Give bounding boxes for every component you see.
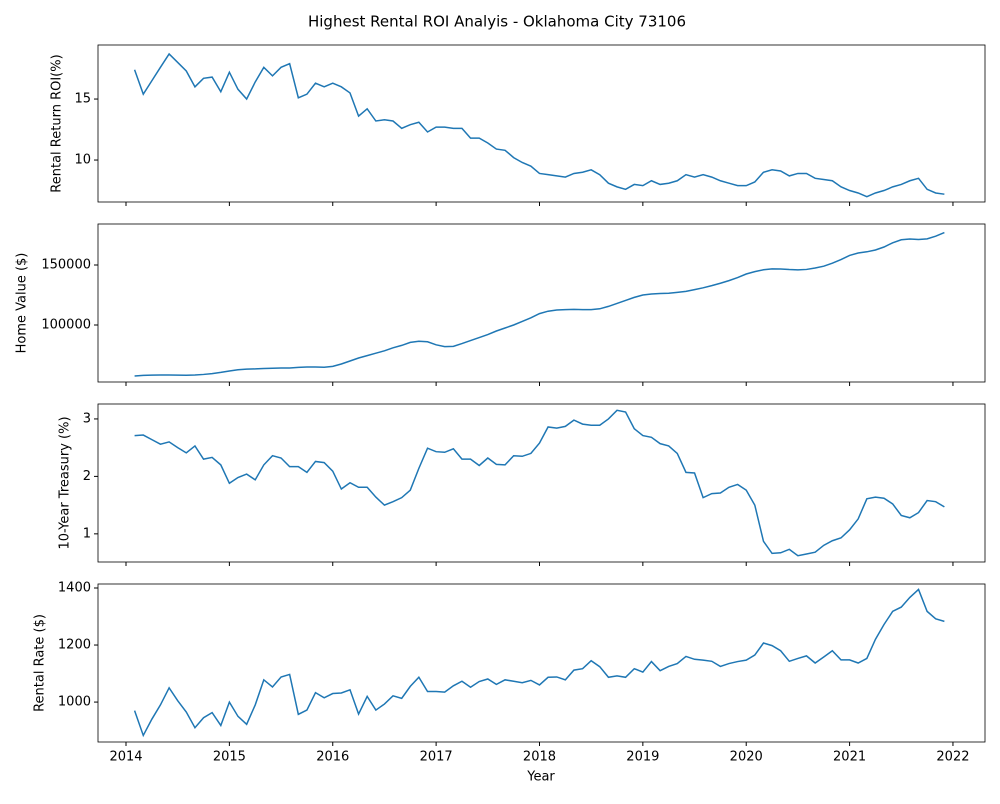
data-line	[133, 588, 945, 738]
y-tick-label: 2	[83, 469, 91, 484]
axes-frame	[97, 583, 986, 743]
axes-frame	[97, 223, 986, 383]
x-tick-label: 2016	[316, 750, 349, 765]
y-tick-label: 150000	[41, 258, 91, 273]
y-tick-label: 100000	[41, 318, 91, 333]
x-tick-label: 2018	[523, 750, 556, 765]
x-axis-label: Year	[526, 770, 555, 785]
y-axis-label: Home Value ($)	[15, 253, 30, 354]
axes-frame	[97, 44, 986, 203]
axes-frame	[97, 403, 986, 563]
x-tick-label: 2017	[420, 750, 453, 765]
y-tick-label: 10	[74, 153, 91, 168]
x-tick-label: 2021	[833, 750, 866, 765]
y-axis-label: Rental Return ROI(%)	[50, 54, 65, 192]
data-line	[133, 52, 945, 198]
y-axis-label: Rental Rate ($)	[33, 614, 48, 712]
x-tick-label: 2019	[626, 750, 659, 765]
data-line	[134, 231, 945, 377]
y-tick-label: 1200	[58, 638, 91, 653]
y-axis-label: 10-Year Treasury (%)	[58, 416, 73, 549]
y-tick-label: 3	[83, 411, 91, 426]
y-tick-label: 1400	[58, 580, 91, 595]
data-line	[134, 409, 945, 557]
y-tick-label: 1	[83, 526, 91, 541]
x-tick-label: 2020	[730, 750, 763, 765]
x-tick-label: 2022	[936, 750, 969, 765]
y-tick-label: 15	[74, 92, 91, 107]
x-tick-label: 2015	[213, 750, 246, 765]
y-tick-label: 1000	[58, 695, 91, 710]
x-tick-label: 2014	[109, 750, 142, 765]
figure-title: Highest Rental ROI Analyis - Oklahoma Ci…	[308, 13, 686, 31]
